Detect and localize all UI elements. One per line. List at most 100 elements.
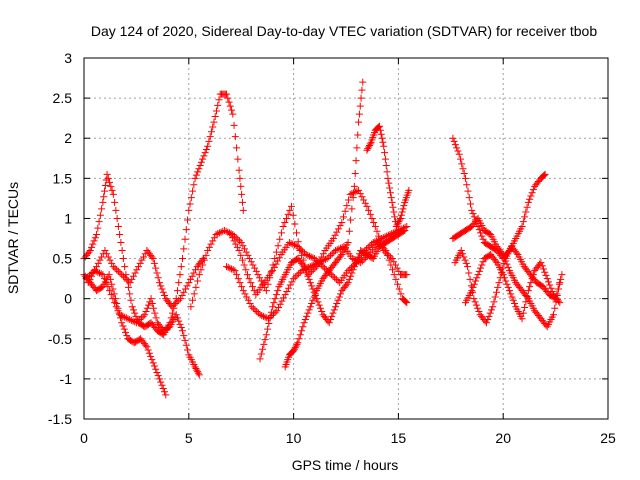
data-point: [494, 283, 502, 291]
data-point: [360, 255, 368, 263]
data-point: [105, 271, 113, 279]
data-point: [348, 269, 356, 277]
data-point: [192, 283, 200, 291]
data-point: [210, 234, 218, 242]
data-point: [91, 266, 99, 274]
data-point: [365, 141, 373, 149]
data-point: [116, 269, 124, 277]
data-point: [469, 283, 477, 291]
data-point: [235, 247, 243, 255]
data-point: [499, 271, 507, 279]
data-point: [290, 345, 298, 353]
data-point: [226, 264, 234, 272]
data-point: [152, 365, 160, 373]
data-point: [288, 202, 296, 210]
data-point: [204, 142, 212, 150]
data-point: [377, 130, 385, 138]
data-point: [276, 300, 284, 308]
data-point: [190, 290, 198, 298]
data-point: [325, 319, 333, 327]
data-point: [301, 266, 309, 274]
data-point: [184, 346, 192, 354]
data-point: [200, 152, 208, 160]
data-point: [304, 272, 312, 280]
x-tick-label: 15: [391, 430, 407, 446]
data-point: [272, 291, 280, 299]
data-point: [248, 303, 256, 311]
data-point: [238, 198, 246, 206]
data-point: [124, 283, 132, 291]
data-point: [376, 235, 384, 243]
data-point: [281, 291, 289, 299]
data-point: [173, 314, 181, 322]
data-point: [461, 174, 469, 182]
data-point: [279, 222, 287, 230]
data-point: [371, 222, 379, 230]
data-point: [194, 368, 202, 376]
data-point: [479, 235, 487, 243]
data-point: [111, 198, 119, 206]
data-point: [277, 229, 285, 237]
data-point: [103, 250, 111, 258]
data-point: [214, 101, 222, 109]
data-point: [343, 280, 351, 288]
data-point: [142, 308, 150, 316]
data-point: [291, 273, 299, 281]
data-point: [86, 247, 94, 255]
data-point: [280, 294, 288, 302]
data-point: [113, 214, 121, 222]
data-point: [177, 263, 185, 271]
data-point: [148, 299, 156, 307]
data-point: [541, 170, 549, 178]
data-point: [109, 295, 117, 303]
y-tick-label: -1: [60, 371, 73, 387]
data-point: [223, 90, 231, 98]
data-point: [225, 229, 233, 237]
data-point: [205, 137, 213, 145]
x-tick-label: 5: [185, 430, 193, 446]
data-point: [329, 309, 337, 317]
data-point: [170, 301, 178, 309]
data-point: [308, 299, 316, 307]
series-track-12: [449, 134, 549, 263]
data-point: [229, 110, 237, 118]
data-point: [344, 239, 352, 247]
data-point: [529, 271, 537, 279]
data-point: [454, 147, 462, 155]
data-point: [308, 262, 316, 270]
data-point: [556, 299, 564, 307]
data-point: [522, 208, 530, 216]
data-point: [293, 229, 301, 237]
data-point: [528, 189, 536, 197]
data-point: [402, 298, 410, 306]
data-point: [527, 279, 535, 287]
data-point: [85, 248, 93, 256]
data-point: [542, 271, 550, 279]
data-point: [151, 309, 159, 317]
data-point: [84, 279, 92, 287]
data-point: [363, 146, 371, 154]
data-point: [303, 269, 311, 277]
data-point: [278, 297, 286, 305]
data-point: [233, 243, 241, 251]
data-point: [405, 186, 413, 194]
data-point: [103, 170, 111, 178]
data-point: [457, 247, 465, 255]
data-point: [101, 247, 109, 255]
data-point: [119, 312, 127, 320]
data-point: [153, 269, 161, 277]
data-point: [150, 362, 158, 370]
data-point: [397, 211, 405, 219]
data-point: [359, 78, 367, 86]
data-point: [94, 259, 102, 267]
data-point: [109, 285, 117, 293]
data-point: [199, 261, 207, 269]
data-point: [316, 304, 324, 312]
data-point: [387, 194, 395, 202]
data-point: [117, 312, 125, 320]
data-point: [186, 200, 194, 208]
data-point: [350, 263, 358, 271]
y-tick-label: 2.5: [53, 90, 73, 106]
data-point: [309, 296, 317, 304]
